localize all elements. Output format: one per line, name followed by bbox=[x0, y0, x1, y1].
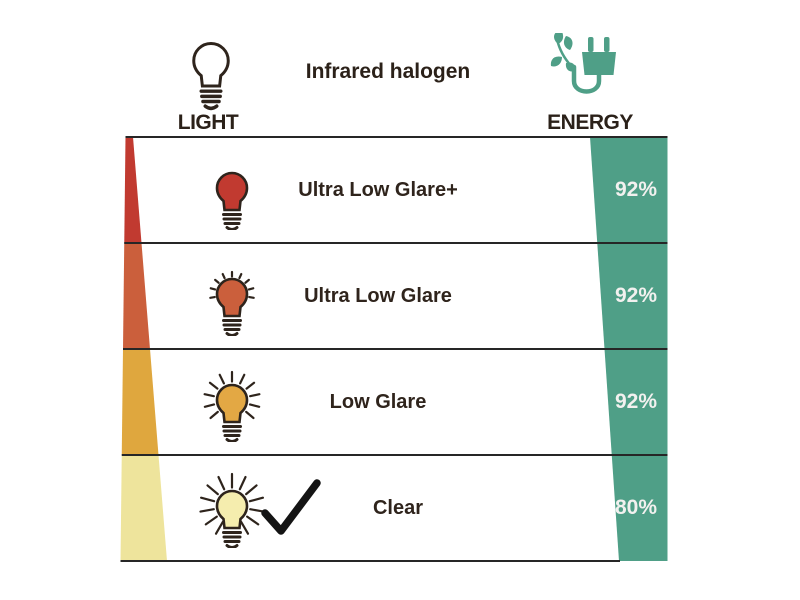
product-title: Infrared halogen bbox=[305, 60, 471, 83]
eco-energy-plug-icon bbox=[550, 33, 616, 94]
light-strip-segment-4 bbox=[120, 455, 167, 561]
column-header-energy: ENERGY bbox=[547, 111, 633, 134]
energy-percent: 80% bbox=[614, 496, 657, 519]
energy-percent: 92% bbox=[614, 178, 657, 201]
light-bulb-outline-icon bbox=[192, 41, 230, 111]
glare-level-label: Clear bbox=[372, 497, 424, 519]
table-row: Low Glare 92% bbox=[120, 349, 668, 455]
table-row: Clear 80% bbox=[120, 455, 668, 561]
glare-level-label: Low Glare bbox=[329, 391, 427, 413]
column-header-light: LIGHT bbox=[177, 111, 239, 134]
glare-level-label: Ultra Low Glare+ bbox=[298, 179, 458, 201]
checkmark-icon bbox=[261, 479, 321, 535]
gold-bulb-icon bbox=[203, 370, 261, 442]
light-strip-segment-2 bbox=[123, 243, 150, 349]
light-strip-segment-3 bbox=[121, 349, 159, 455]
table-row: Ultra Low Glare 92% bbox=[120, 243, 668, 349]
glare-level-label: Ultra Low Glare bbox=[304, 285, 452, 307]
energy-percent: 92% bbox=[614, 284, 657, 307]
red-bulb-icon bbox=[215, 171, 249, 230]
light-strip-segment-1 bbox=[124, 137, 142, 243]
orange-bulb-icon bbox=[209, 270, 255, 336]
table-row: Ultra Low Glare+ 92% bbox=[120, 137, 668, 243]
energy-percent: 92% bbox=[614, 390, 657, 413]
clear-bulb-icon bbox=[199, 472, 265, 548]
